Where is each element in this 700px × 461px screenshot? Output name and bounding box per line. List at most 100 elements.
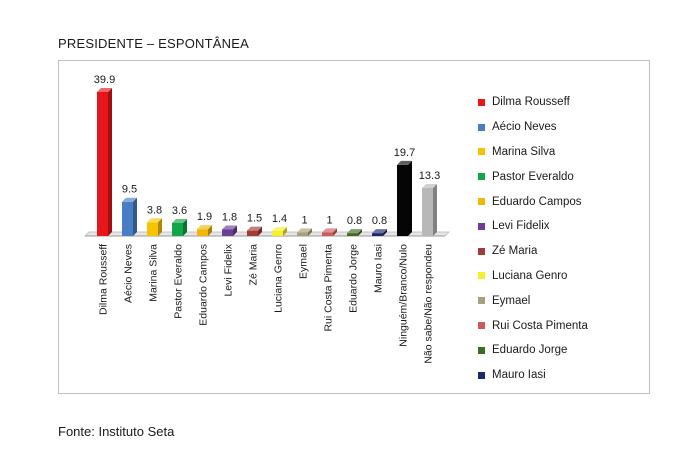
bar-top [297, 228, 312, 233]
bar-14 [422, 184, 437, 236]
x-tick-label-11: Eduardo Jorge [348, 244, 360, 313]
bar-top [422, 184, 437, 188]
legend-item-6: Levi Fidelix [478, 214, 648, 239]
legend-item-2: Aécio Neves [478, 115, 648, 140]
bar-side [258, 226, 262, 236]
data-label-9: 1 [301, 214, 307, 226]
chart-floor [84, 231, 450, 237]
bar-front [272, 230, 283, 236]
data-label-12: 0.8 [372, 215, 387, 227]
data-label-7: 1.5 [247, 213, 262, 225]
bar-9 [297, 228, 312, 236]
x-tick-label-1: Dilma Rousseff [98, 244, 110, 315]
chart-frame [58, 60, 650, 394]
bar-front [322, 232, 333, 236]
bar-front [122, 201, 133, 236]
bar-5 [197, 225, 212, 236]
bar-4 [172, 219, 187, 236]
x-tick-label-6: Levi Fidelix [223, 243, 235, 296]
bar-12 [372, 229, 387, 236]
bar-front [347, 233, 358, 236]
legend-item-7: Zé Maria [478, 239, 648, 264]
data-label-1: 39.9 [94, 74, 115, 86]
legend-label: Eymael [492, 294, 531, 307]
legend-label: Zé Maria [492, 245, 538, 258]
legend-swatch [478, 297, 485, 305]
legend-swatch [478, 173, 485, 181]
legend-label: Levi Fidelix [492, 220, 550, 233]
x-tick-label-13: Ninguém/Branco/Nulo [398, 244, 410, 347]
bar-side [383, 229, 387, 236]
bar-front [197, 229, 208, 236]
bar-3 [147, 218, 162, 236]
bar-top [272, 226, 287, 231]
bar-front [422, 188, 433, 236]
bar-top [372, 229, 387, 234]
legend-item-4: Pastor Everaldo [478, 164, 648, 189]
legend-swatch [478, 247, 485, 255]
legend-item-11: Eduardo Jorge [478, 338, 648, 363]
bar-side [158, 218, 162, 236]
legend-label: Eduardo Campos [492, 195, 582, 208]
legend-label: Aécio Neves [492, 121, 557, 134]
data-label-6: 1.8 [222, 212, 237, 224]
x-tick-label-9: Eymael [298, 244, 310, 279]
legend-swatch [478, 123, 485, 131]
legend-item-1: Dilma Rousseff [478, 90, 648, 115]
bar-side [283, 226, 287, 236]
legend-label: Mauro Iasi [492, 369, 546, 382]
bar-top [347, 229, 362, 234]
bar-8 [272, 226, 287, 236]
legend-label: Marina Silva [492, 145, 556, 158]
bar-6 [222, 225, 237, 236]
bar-side [433, 184, 437, 236]
legend-item-12: Mauro Iasi [478, 363, 648, 388]
x-tick-label-2: Aécio Neves [123, 244, 135, 303]
legend-swatch [478, 98, 485, 106]
legend-label: Luciana Genro [492, 269, 568, 282]
bar-side [308, 228, 312, 236]
bar-side [208, 225, 212, 236]
bar-front [172, 223, 183, 236]
legend-swatch [478, 198, 485, 206]
legend-label: Pastor Everaldo [492, 170, 574, 183]
legend-item-3: Marina Silva [478, 140, 648, 165]
bar-top [172, 219, 187, 224]
legend-swatch [478, 222, 485, 230]
chart-title: PRESIDENTE – ESPONTÂNEA [58, 36, 249, 51]
legend-swatch [478, 148, 485, 156]
bar-side [358, 229, 362, 236]
bar-front [247, 230, 258, 236]
chart-legend: Dilma Rousseff Aécio Neves Marina Silva Pas… [478, 90, 648, 388]
bar-13 [397, 160, 412, 236]
data-label-14: 13.3 [419, 170, 440, 182]
bar-side [183, 219, 187, 236]
x-tick-label-3: Marina Silva [148, 244, 160, 302]
x-tick-label-14: Não sabe/Não respondeu [423, 244, 435, 364]
data-label-3: 3.8 [147, 204, 162, 216]
bar-side [333, 228, 337, 236]
source-note: Fonte: Instituto Seta [58, 424, 175, 439]
bar-side [233, 225, 237, 236]
legend-item-5: Eduardo Campos [478, 189, 648, 214]
data-label-5: 1.9 [197, 211, 212, 223]
bar-top [197, 225, 212, 230]
legend-swatch [478, 322, 485, 330]
data-label-4: 3.6 [172, 205, 187, 217]
data-label-11: 0.8 [347, 215, 362, 227]
bar-front [372, 233, 383, 236]
legend-label: Rui Costa Pimenta [492, 319, 588, 332]
x-tick-label-4: Pastor Everaldo [173, 244, 185, 319]
bar-front [222, 229, 233, 236]
bar-top [247, 226, 262, 231]
bar-7 [247, 226, 262, 236]
bar-1 [97, 88, 112, 236]
bar-11 [347, 229, 362, 236]
bar-front [297, 232, 308, 236]
legend-item-10: Rui Costa Pimenta [478, 313, 648, 338]
x-tick-label-12: Mauro Iasi [373, 244, 385, 293]
bar-front [147, 222, 158, 236]
bar-top [322, 228, 337, 233]
bar-2 [122, 197, 137, 236]
